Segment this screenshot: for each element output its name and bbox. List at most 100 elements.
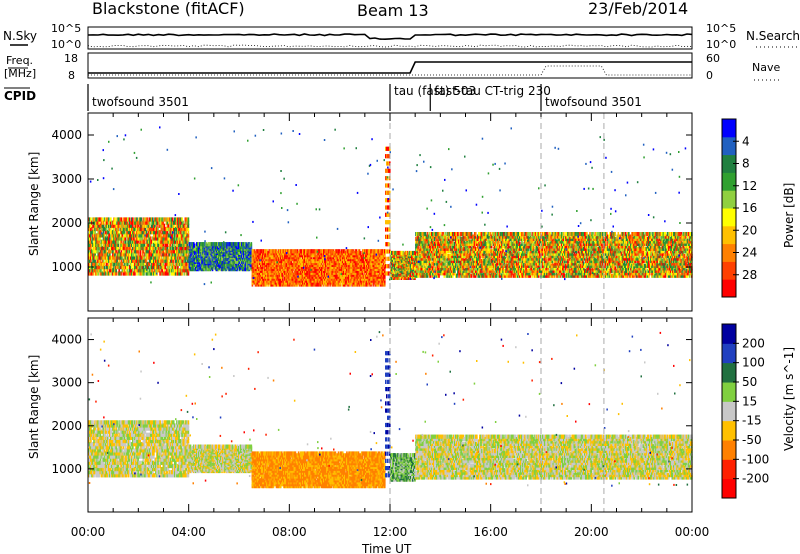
data-cell	[170, 223, 173, 228]
data-cell	[98, 242, 101, 247]
data-cell	[115, 246, 117, 251]
data-cell	[118, 233, 121, 238]
data-cell	[102, 236, 105, 241]
data-cell	[140, 258, 143, 263]
data-cell	[166, 217, 169, 222]
data-cell	[181, 255, 183, 260]
data-cell	[179, 258, 181, 263]
data-cell	[99, 230, 102, 235]
data-cell	[182, 226, 185, 232]
data-cell	[162, 258, 165, 263]
data-cell	[118, 268, 121, 273]
data-cell	[163, 226, 166, 232]
data-cell	[152, 252, 154, 257]
data-cell	[168, 233, 171, 238]
data-cell	[112, 233, 114, 238]
data-cell	[127, 226, 130, 232]
data-cell	[105, 223, 108, 228]
data-cell	[125, 258, 128, 263]
data-cell	[165, 233, 168, 238]
data-cell	[91, 268, 93, 273]
data-cell	[131, 217, 133, 222]
data-cell	[136, 217, 138, 222]
data-cell	[140, 217, 143, 222]
data-cell	[143, 226, 146, 232]
data-cell	[109, 226, 111, 232]
data-cell	[88, 233, 90, 238]
data-cell	[167, 217, 170, 222]
data-cell	[99, 233, 102, 238]
data-cell	[140, 233, 143, 238]
data-cell	[180, 220, 182, 225]
data-cell	[117, 230, 120, 235]
data-cell	[129, 226, 132, 232]
data-cell	[158, 242, 160, 247]
data-cell	[169, 220, 172, 225]
data-cell	[94, 252, 96, 257]
data-cell	[105, 252, 108, 257]
data-cell	[174, 220, 176, 225]
data-cell	[180, 271, 182, 276]
data-cell	[127, 271, 130, 276]
data-cell	[388, 242, 390, 247]
data-cell	[102, 261, 105, 267]
data-cell	[172, 268, 175, 273]
data-cell	[359, 251, 362, 256]
data-cell	[176, 230, 178, 235]
data-cell	[158, 236, 160, 241]
data-cell	[166, 223, 169, 228]
data-cell	[103, 255, 106, 260]
data-cell	[166, 271, 169, 276]
data-cell	[132, 268, 134, 273]
data-cell	[129, 255, 132, 260]
data-cell	[131, 261, 133, 267]
data-cell	[160, 220, 163, 225]
data-cell	[166, 242, 169, 247]
data-cell	[96, 239, 99, 244]
data-cell	[154, 223, 156, 228]
data-cell	[138, 217, 140, 222]
data-cell	[94, 265, 96, 270]
data-cell	[175, 258, 177, 263]
data-cell	[145, 265, 148, 270]
data-cell	[166, 261, 169, 267]
data-cell	[107, 223, 110, 228]
data-cell	[88, 252, 90, 257]
data-cell	[178, 220, 180, 225]
data-cell	[134, 223, 136, 228]
data-cell	[94, 271, 96, 276]
data-cell	[116, 255, 118, 260]
data-cell	[174, 239, 176, 244]
data-cell	[90, 268, 92, 273]
data-cell	[181, 233, 183, 238]
data-cell	[88, 239, 90, 244]
data-cell	[140, 255, 143, 260]
data-cell	[100, 249, 103, 254]
data-cell	[139, 217, 142, 222]
data-cell	[160, 268, 163, 273]
data-cell	[174, 230, 176, 235]
data-cell	[172, 223, 175, 228]
data-cell	[146, 252, 149, 257]
data-cell	[183, 246, 186, 251]
data-cell	[115, 223, 117, 228]
data-cell	[152, 220, 154, 225]
data-cell	[143, 268, 146, 273]
data-cell	[170, 220, 173, 225]
data-cell	[165, 242, 168, 247]
freq-tick-top: 18	[64, 52, 78, 65]
data-cell	[114, 220, 116, 225]
data-cell	[126, 220, 129, 225]
data-cell	[126, 265, 129, 270]
data-cell	[170, 226, 173, 232]
data-cell	[103, 252, 106, 257]
data-cell	[174, 226, 176, 232]
data-cell	[154, 261, 156, 267]
data-cell	[118, 236, 121, 241]
data-cell	[121, 252, 124, 257]
data-cell	[141, 252, 144, 257]
data-cell	[90, 252, 92, 257]
data-cell	[102, 230, 105, 235]
